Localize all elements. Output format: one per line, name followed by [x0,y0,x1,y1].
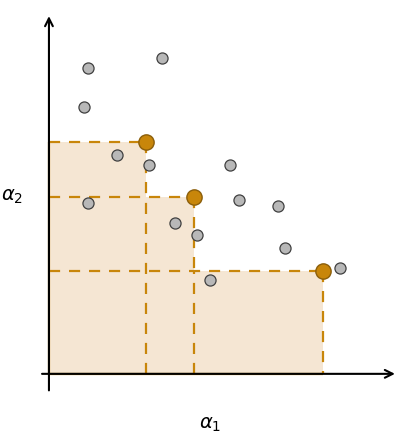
Text: $\alpha_1$: $\alpha_1$ [199,416,221,434]
Bar [49,197,194,271]
Text: $\alpha_2$: $\alpha_2$ [1,188,23,206]
Bar [49,142,146,197]
Bar [49,271,323,374]
